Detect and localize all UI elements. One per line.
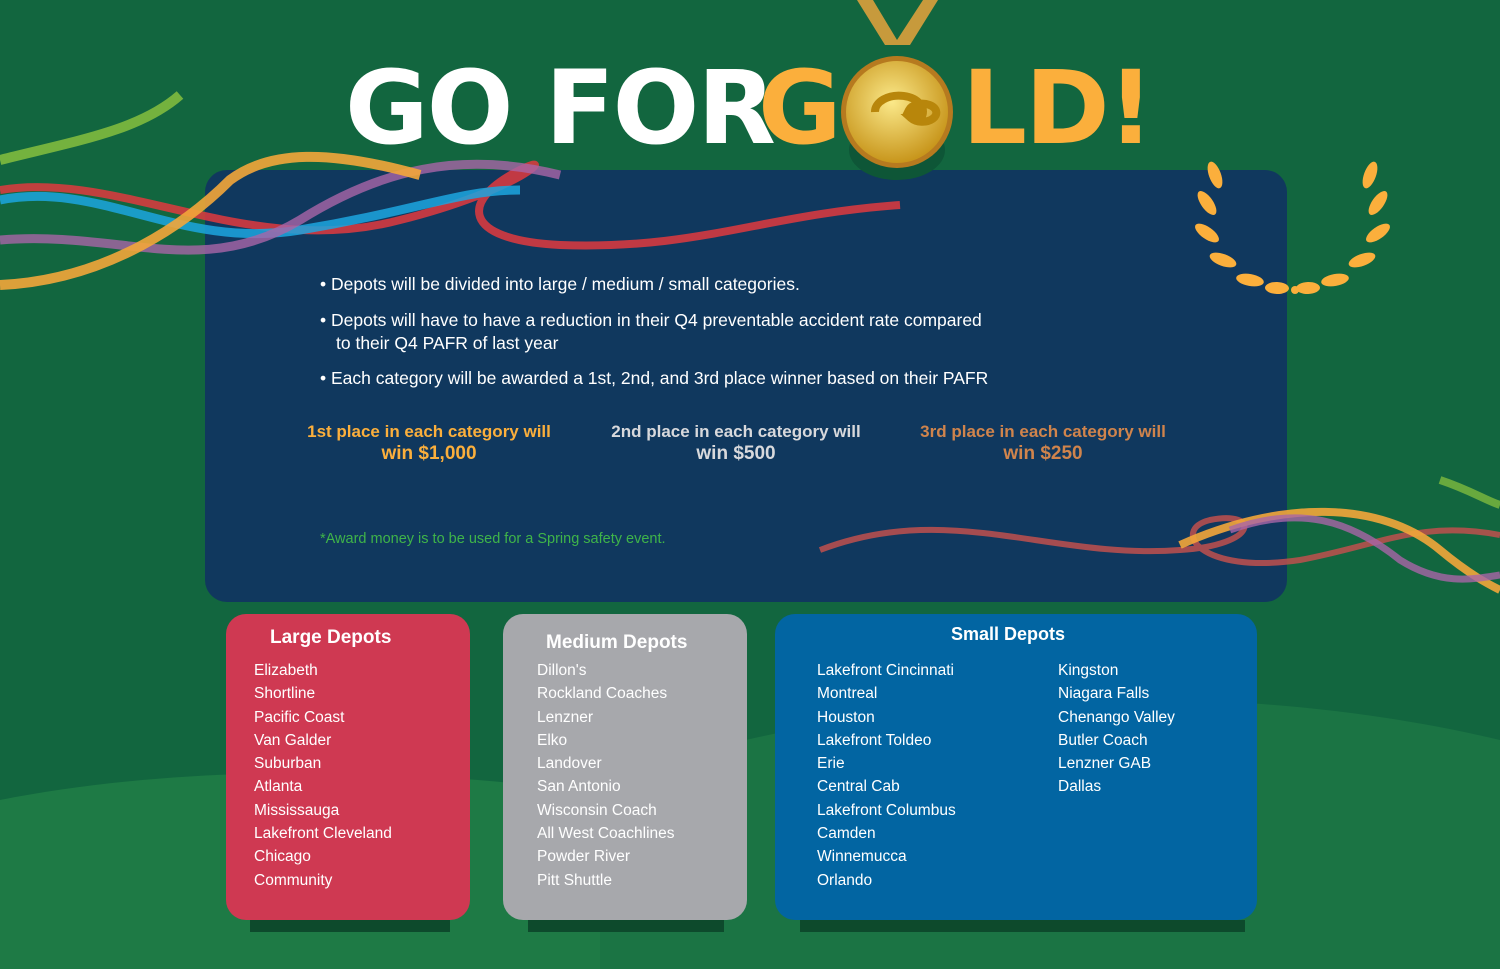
depot-item: Chicago bbox=[254, 848, 311, 866]
depot-item: Niagara Falls bbox=[1058, 685, 1150, 703]
depot-item: Suburban bbox=[254, 755, 322, 773]
depot-item: Atlanta bbox=[254, 778, 303, 796]
depot-item: Kingston bbox=[1058, 662, 1119, 679]
small-depots-card: Small Depots Lakefront Cincinnati Montrea… bbox=[775, 614, 1257, 920]
card-shadow bbox=[800, 920, 1245, 932]
small-depots-list-col1: Lakefront Cincinnati Montreal Houston Lakef… bbox=[817, 659, 956, 892]
prize-first-amount: win $1,000 bbox=[381, 443, 477, 464]
card-shadow bbox=[250, 920, 450, 932]
depot-item: Elizabeth bbox=[254, 662, 318, 679]
depot-item: Lakefront Toldeo bbox=[817, 731, 932, 749]
prize-second: 2nd place in each category will win $500 bbox=[576, 421, 896, 465]
prize-third: 3rd place in each category will win $250 bbox=[883, 421, 1203, 465]
depot-item: Mississauga bbox=[254, 801, 340, 819]
depot-item: Wisconsin Coach bbox=[537, 801, 657, 819]
depot-item: Lakefront Cincinnati bbox=[817, 662, 954, 679]
depot-item: Lenzner bbox=[537, 708, 594, 726]
depot-item: Montreal bbox=[817, 685, 878, 703]
prize-first-line: 1st place in each category will bbox=[307, 422, 551, 441]
prize-second-amount: win $500 bbox=[696, 443, 776, 464]
depot-item: Community bbox=[254, 871, 333, 889]
depot-item: Dallas bbox=[1058, 778, 1102, 796]
title-g: G bbox=[758, 49, 842, 168]
depot-item: Erie bbox=[817, 755, 845, 773]
depot-item: Elko bbox=[537, 731, 568, 749]
depot-item: Lakefront Columbus bbox=[817, 801, 956, 819]
medium-depots-title: Medium Depots bbox=[546, 632, 688, 653]
medium-depots-list: Dillon's Rockland Coaches Lenzner Elko Lando… bbox=[537, 659, 675, 892]
prize-second-line: 2nd place in each category will bbox=[611, 422, 861, 441]
large-depots-title: Large Depots bbox=[270, 627, 392, 648]
depot-item: Rockland Coaches bbox=[537, 685, 668, 703]
small-depots-title: Small Depots bbox=[950, 624, 1066, 644]
laurel-wreath-icon bbox=[1195, 159, 1393, 295]
medium-depots-card: Medium Depots Dillon's Rockland Coaches Le… bbox=[503, 614, 747, 920]
rule-bullet-1: • Depots will be divided into large / me… bbox=[320, 274, 800, 294]
depot-item: Pitt Shuttle bbox=[537, 871, 612, 889]
card-shadow bbox=[528, 920, 724, 932]
depot-item: Central Cab bbox=[817, 778, 900, 796]
depot-item: Lakefront Cleveland bbox=[254, 825, 392, 843]
depot-item: Shortline bbox=[254, 685, 316, 703]
large-depots-card: Large Depots Elizabeth Shortline Pacific C… bbox=[226, 614, 470, 920]
depot-item: Chenango Valley bbox=[1058, 708, 1175, 726]
depot-item: All West Coachlines bbox=[537, 825, 675, 843]
depot-item: Powder River bbox=[537, 848, 631, 866]
depot-item: Butler Coach bbox=[1058, 731, 1148, 749]
depot-item: Dillon's bbox=[537, 662, 587, 679]
small-depots-list-col2: Kingston Niagara Falls Chenango Valley Butl… bbox=[1058, 659, 1175, 799]
prize-first: 1st place in each category will win $1,00… bbox=[269, 421, 589, 465]
depot-item: Van Galder bbox=[254, 731, 332, 749]
prize-third-amount: win $250 bbox=[1003, 443, 1083, 464]
large-depots-list: Elizabeth Shortline Pacific Coast Van Galde… bbox=[254, 659, 392, 892]
title-go-for: GO FOR bbox=[345, 49, 776, 168]
depot-item: Landover bbox=[537, 755, 602, 773]
gold-medal-icon bbox=[841, 0, 953, 180]
rule-bullet-2: • Depots will have to have a reduction i… bbox=[320, 310, 982, 330]
depot-item: San Antonio bbox=[537, 778, 621, 796]
prize-third-line: 3rd place in each category will bbox=[920, 422, 1166, 441]
rules-panel bbox=[205, 170, 1287, 602]
depot-item: Lenzner GAB bbox=[1058, 755, 1152, 773]
depot-item: Orlando bbox=[817, 871, 873, 889]
title-ld: LD! bbox=[962, 49, 1154, 168]
depot-item: Camden bbox=[817, 825, 876, 843]
depot-item: Houston bbox=[817, 708, 875, 726]
rule-bullet-2-cont: to their Q4 PAFR of last year bbox=[336, 333, 559, 353]
rule-bullet-3: • Each category will be awarded a 1st, 2… bbox=[320, 368, 989, 388]
depot-item: Pacific Coast bbox=[254, 708, 345, 726]
award-note: *Award money is to be used for a Spring … bbox=[320, 531, 666, 547]
depot-item: Winnemucca bbox=[817, 848, 907, 866]
